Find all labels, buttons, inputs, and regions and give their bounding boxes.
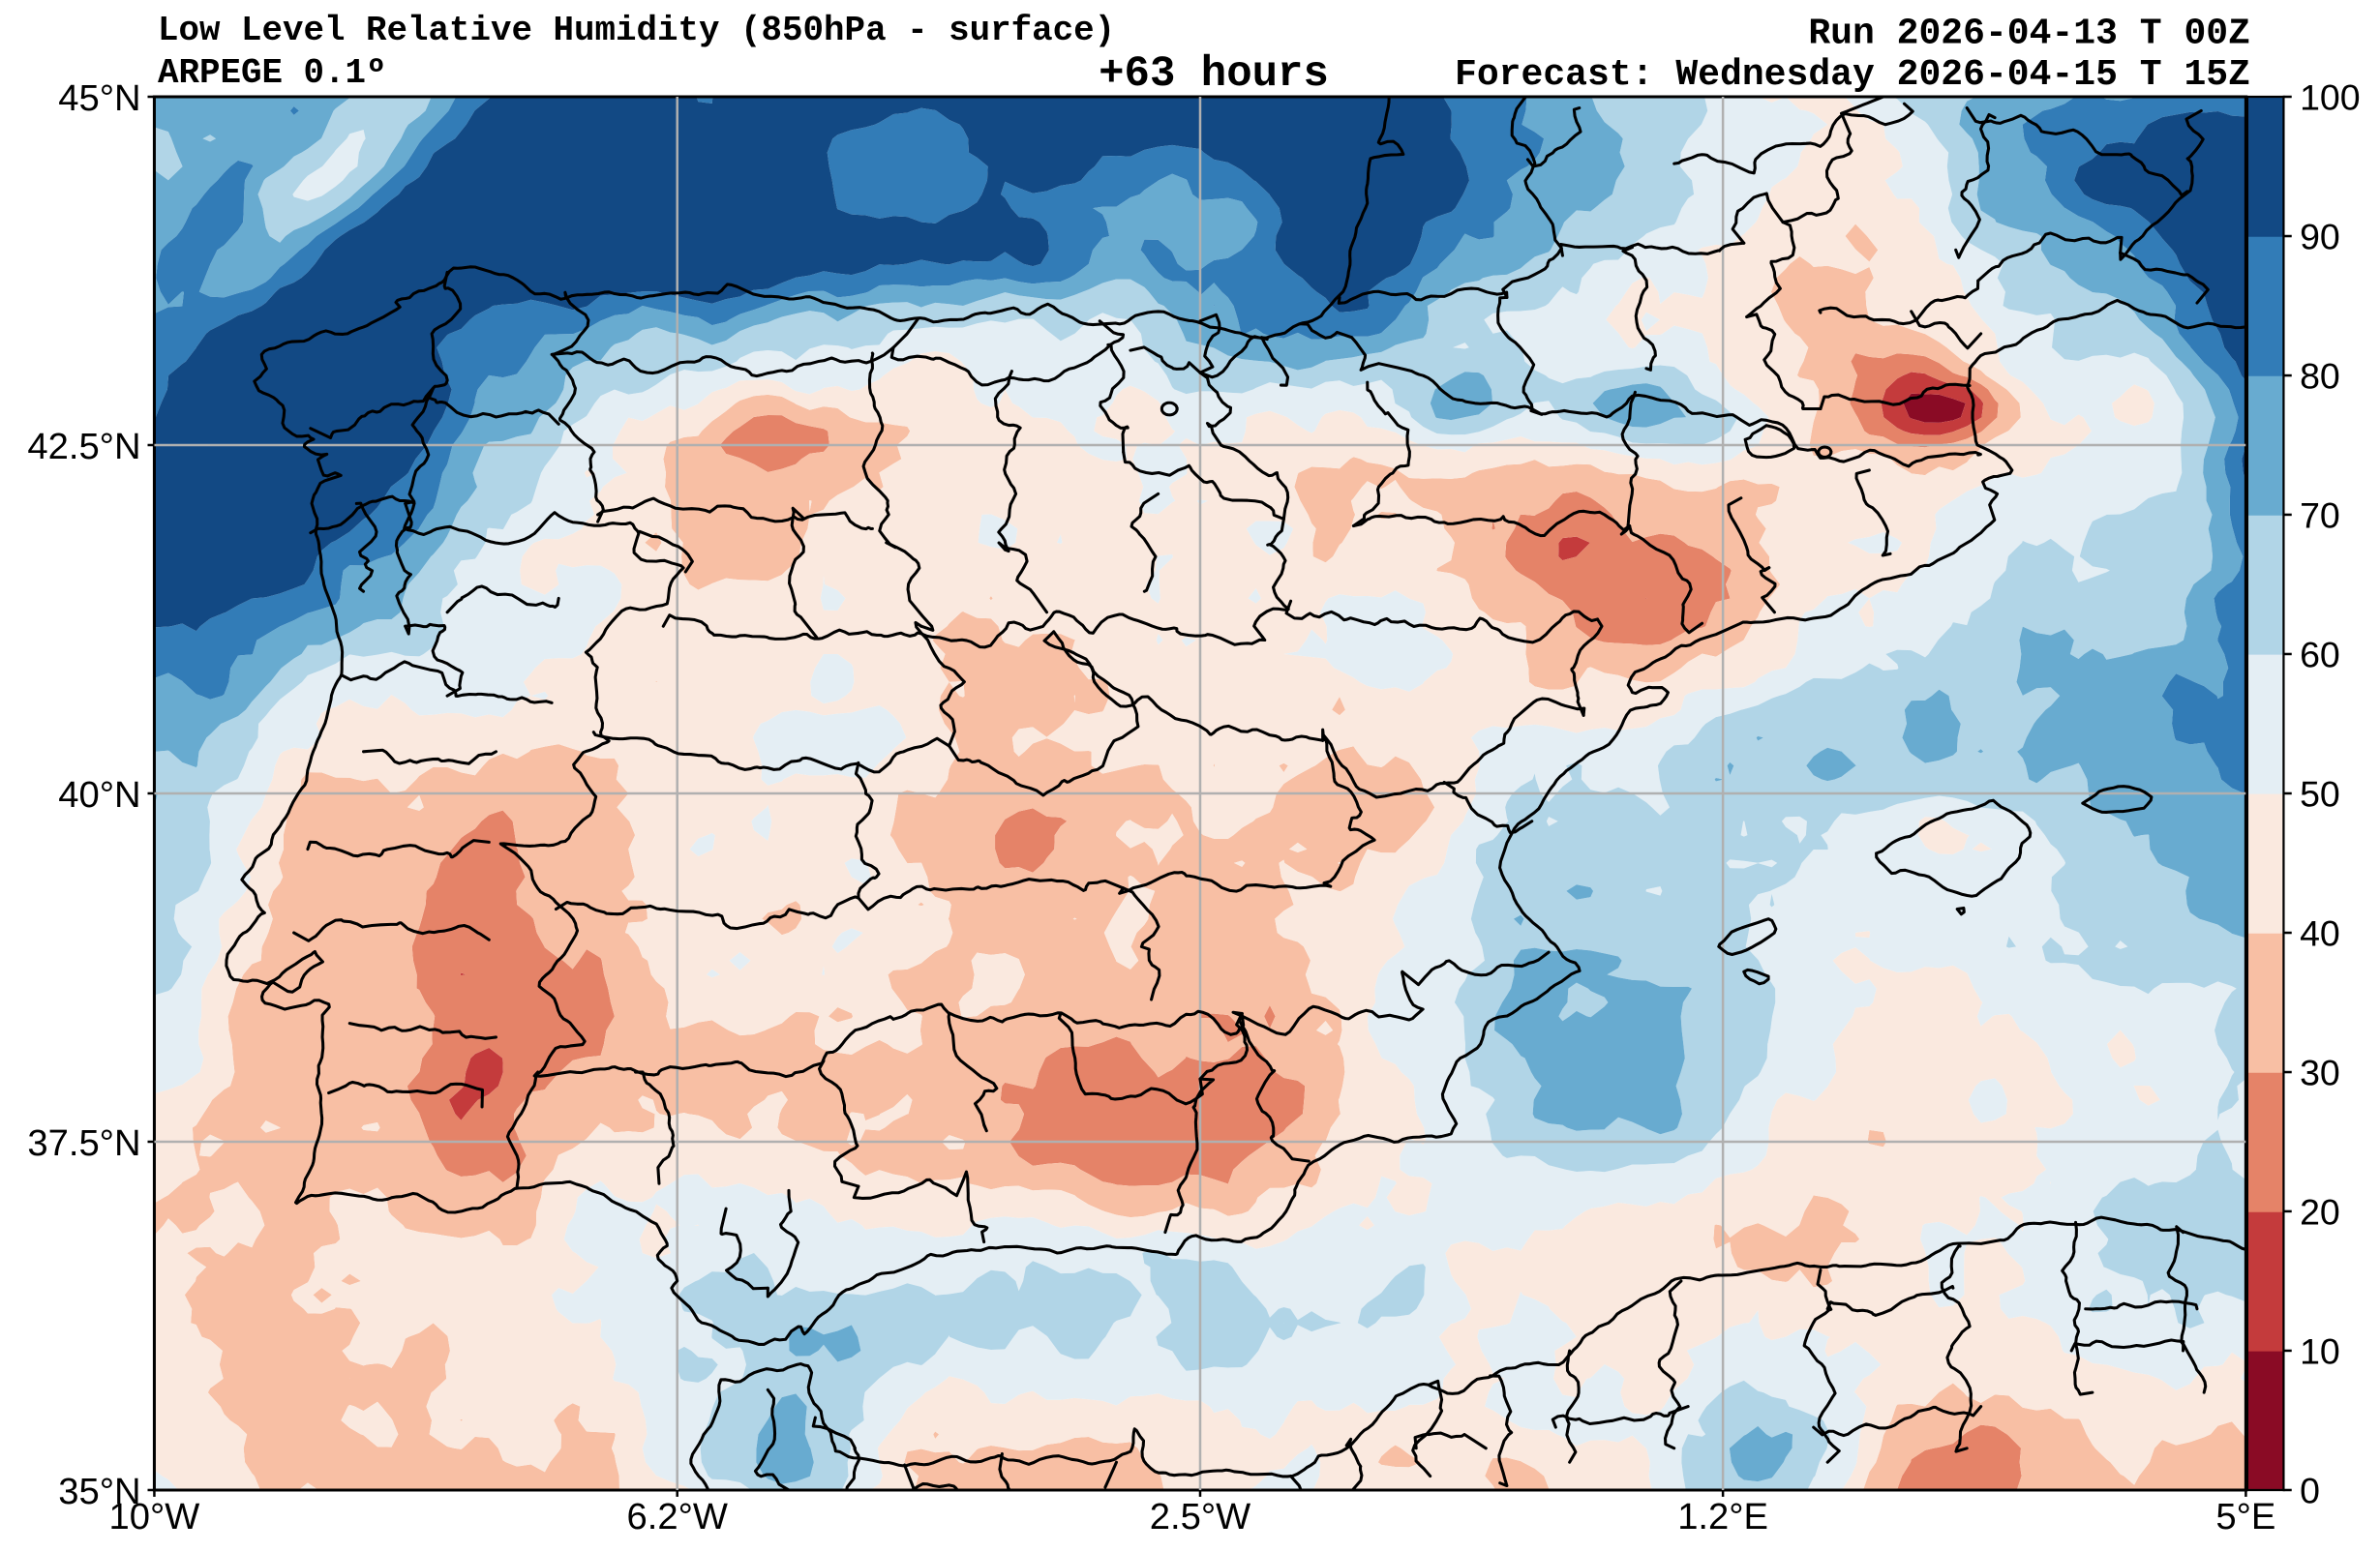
svg-text:+63 hours: +63 hours xyxy=(1099,50,1329,99)
svg-text:6.2°W: 6.2°W xyxy=(627,1496,728,1537)
svg-text:42.5°N: 42.5°N xyxy=(27,426,140,467)
svg-text:80: 80 xyxy=(2300,356,2340,397)
svg-text:90: 90 xyxy=(2300,217,2340,257)
svg-text:30: 30 xyxy=(2300,1053,2340,1093)
svg-text:10: 10 xyxy=(2300,1331,2340,1372)
svg-text:ARPEGE 0.1º: ARPEGE 0.1º xyxy=(158,53,387,93)
svg-text:Run 2026-04-13 T 00Z: Run 2026-04-13 T 00Z xyxy=(1808,13,2250,54)
svg-text:35°N: 35°N xyxy=(58,1471,140,1512)
svg-text:10°W: 10°W xyxy=(109,1496,200,1537)
svg-text:60: 60 xyxy=(2300,635,2340,675)
svg-text:40: 40 xyxy=(2300,913,2340,954)
svg-text:50: 50 xyxy=(2300,774,2340,815)
svg-text:70: 70 xyxy=(2300,495,2340,536)
svg-text:Low Level Relative Humidity (8: Low Level Relative Humidity (850hPa - su… xyxy=(158,11,1115,50)
svg-text:37.5°N: 37.5°N xyxy=(27,1122,140,1164)
svg-text:45°N: 45°N xyxy=(58,77,140,119)
svg-text:1.2°E: 1.2°E xyxy=(1677,1496,1768,1537)
svg-text:0: 0 xyxy=(2300,1471,2320,1511)
svg-text:20: 20 xyxy=(2300,1192,2340,1233)
svg-text:2.5°W: 2.5°W xyxy=(1150,1496,1250,1537)
svg-text:Forecast: Wednesday 2026-04-15: Forecast: Wednesday 2026-04-15 T 15Z xyxy=(1455,54,2250,96)
svg-text:5°E: 5°E xyxy=(2215,1496,2275,1537)
svg-text:100: 100 xyxy=(2300,77,2361,118)
svg-text:40°N: 40°N xyxy=(58,774,140,816)
